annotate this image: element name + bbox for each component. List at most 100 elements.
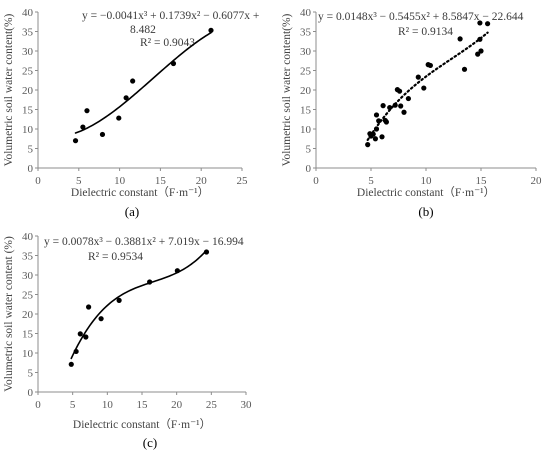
data-point bbox=[379, 134, 385, 140]
y-tick-label: 35 bbox=[22, 251, 34, 263]
y-tick-label: 30 bbox=[22, 46, 34, 58]
data-point bbox=[485, 21, 491, 27]
data-point bbox=[405, 95, 411, 102]
data-point bbox=[73, 348, 79, 355]
y-tick-label: 25 bbox=[22, 290, 34, 302]
data-point bbox=[372, 136, 378, 142]
data-point bbox=[373, 112, 380, 118]
x-tick-label: 5 bbox=[76, 175, 82, 187]
trendline bbox=[366, 31, 489, 142]
data-point bbox=[401, 109, 407, 115]
x-tick-label: 15 bbox=[137, 399, 149, 411]
x-tick-label: 20 bbox=[531, 175, 543, 187]
y-tick-label: 10 bbox=[22, 348, 34, 360]
y-tick-label: 40 bbox=[22, 231, 34, 243]
y-tick-label: 40 bbox=[22, 7, 34, 19]
x-tick-label: 20 bbox=[196, 175, 208, 187]
x-tick-label: 0 bbox=[313, 175, 319, 187]
data-point bbox=[392, 102, 398, 108]
data-point bbox=[477, 36, 483, 42]
data-point bbox=[98, 316, 104, 322]
data-point bbox=[365, 142, 371, 148]
y-tick-label: 5 bbox=[28, 368, 34, 380]
data-point bbox=[203, 249, 210, 255]
data-point bbox=[68, 361, 74, 367]
x-axis-title: Dielectric constant（F·m⁻¹） bbox=[73, 418, 211, 431]
data-point bbox=[478, 48, 484, 54]
x-tick-label: 0 bbox=[35, 399, 41, 411]
x-axis-title: Dielectric constant（F·m⁻¹） bbox=[71, 186, 209, 199]
x-axis-title: Dielectric constant（F·m⁻¹） bbox=[357, 186, 495, 199]
data-point bbox=[123, 95, 129, 101]
data-point bbox=[475, 51, 481, 57]
data-point bbox=[84, 108, 90, 114]
data-point bbox=[147, 279, 153, 285]
y-tick-label: 10 bbox=[300, 124, 312, 136]
data-point bbox=[421, 85, 427, 91]
y-tick-label: 20 bbox=[22, 309, 34, 321]
panel-c: Volumetric soil water content (%) Dielec… bbox=[3, 231, 252, 450]
y-tick-label: 20 bbox=[300, 85, 312, 97]
data-point bbox=[383, 119, 389, 125]
x-tick-label: 15 bbox=[476, 175, 488, 187]
data-point bbox=[130, 78, 136, 84]
panel-label: (c) bbox=[143, 435, 157, 450]
y-tick-label: 5 bbox=[28, 144, 34, 156]
data-point bbox=[380, 103, 386, 109]
data-point bbox=[397, 88, 403, 94]
data-point bbox=[461, 66, 468, 72]
y-tick-label: 0 bbox=[306, 163, 312, 175]
data-point bbox=[415, 74, 421, 80]
data-point bbox=[99, 131, 106, 138]
y-tick-label: 30 bbox=[22, 270, 34, 282]
y-tick-label: 5 bbox=[306, 144, 312, 156]
y-tick-label: 15 bbox=[22, 329, 34, 341]
x-tick-label: 20 bbox=[171, 399, 183, 411]
data-point bbox=[80, 124, 86, 130]
y-axis-title: Volumetric soil water content (%) bbox=[3, 236, 15, 392]
y-tick-label: 0 bbox=[28, 163, 34, 175]
x-tick-label: 15 bbox=[155, 175, 167, 187]
data-point bbox=[477, 20, 483, 26]
x-tick-label: 30 bbox=[241, 399, 253, 411]
panel-label: (b) bbox=[418, 204, 433, 219]
data-point bbox=[83, 334, 89, 340]
trendline-equation: y = 0.0148x³ − 0.5455x² + 8.5847x − 22.6… bbox=[318, 11, 524, 23]
data-point bbox=[72, 138, 79, 144]
r-squared-label: R² = 0.9534 bbox=[88, 251, 143, 263]
y-tick-label: 0 bbox=[28, 387, 34, 399]
y-tick-label: 15 bbox=[22, 105, 34, 117]
data-point bbox=[370, 131, 376, 137]
x-tick-label: 10 bbox=[421, 175, 433, 187]
data-point bbox=[116, 115, 122, 121]
x-tick-label: 5 bbox=[70, 399, 76, 411]
trendline bbox=[74, 31, 212, 134]
y-tick-label: 40 bbox=[300, 7, 312, 19]
data-point bbox=[116, 297, 122, 303]
y-tick-label: 35 bbox=[300, 27, 312, 39]
y-tick-label: 15 bbox=[300, 105, 312, 117]
r-squared-label: R² = 0.9134 bbox=[398, 26, 453, 38]
trendline-equation: y = −0.0041x³ + 0.1739x² − 0.6077x + bbox=[82, 10, 259, 22]
y-tick-label: 25 bbox=[22, 66, 34, 78]
trendline bbox=[70, 249, 208, 360]
data-point bbox=[398, 103, 404, 109]
y-axis-title: Volumetric soil water content(%) bbox=[3, 13, 15, 166]
y-tick-label: 20 bbox=[22, 85, 34, 97]
data-point bbox=[208, 27, 214, 33]
data-point bbox=[373, 126, 380, 132]
panel-a: Volumetric soil water content(%) Dielect… bbox=[3, 7, 259, 219]
x-tick-label: 0 bbox=[35, 175, 41, 187]
data-point bbox=[457, 36, 463, 42]
y-axis-title: Volumetric soil water content(%) bbox=[281, 13, 293, 166]
x-tick-label: 25 bbox=[206, 399, 218, 411]
data-point bbox=[387, 104, 393, 111]
y-tick-label: 10 bbox=[22, 124, 34, 136]
data-point bbox=[376, 118, 382, 124]
x-tick-label: 10 bbox=[114, 175, 126, 187]
data-point bbox=[174, 268, 180, 274]
y-tick-label: 25 bbox=[300, 66, 312, 78]
panel-label: (a) bbox=[125, 204, 139, 219]
x-tick-label: 5 bbox=[368, 175, 374, 187]
